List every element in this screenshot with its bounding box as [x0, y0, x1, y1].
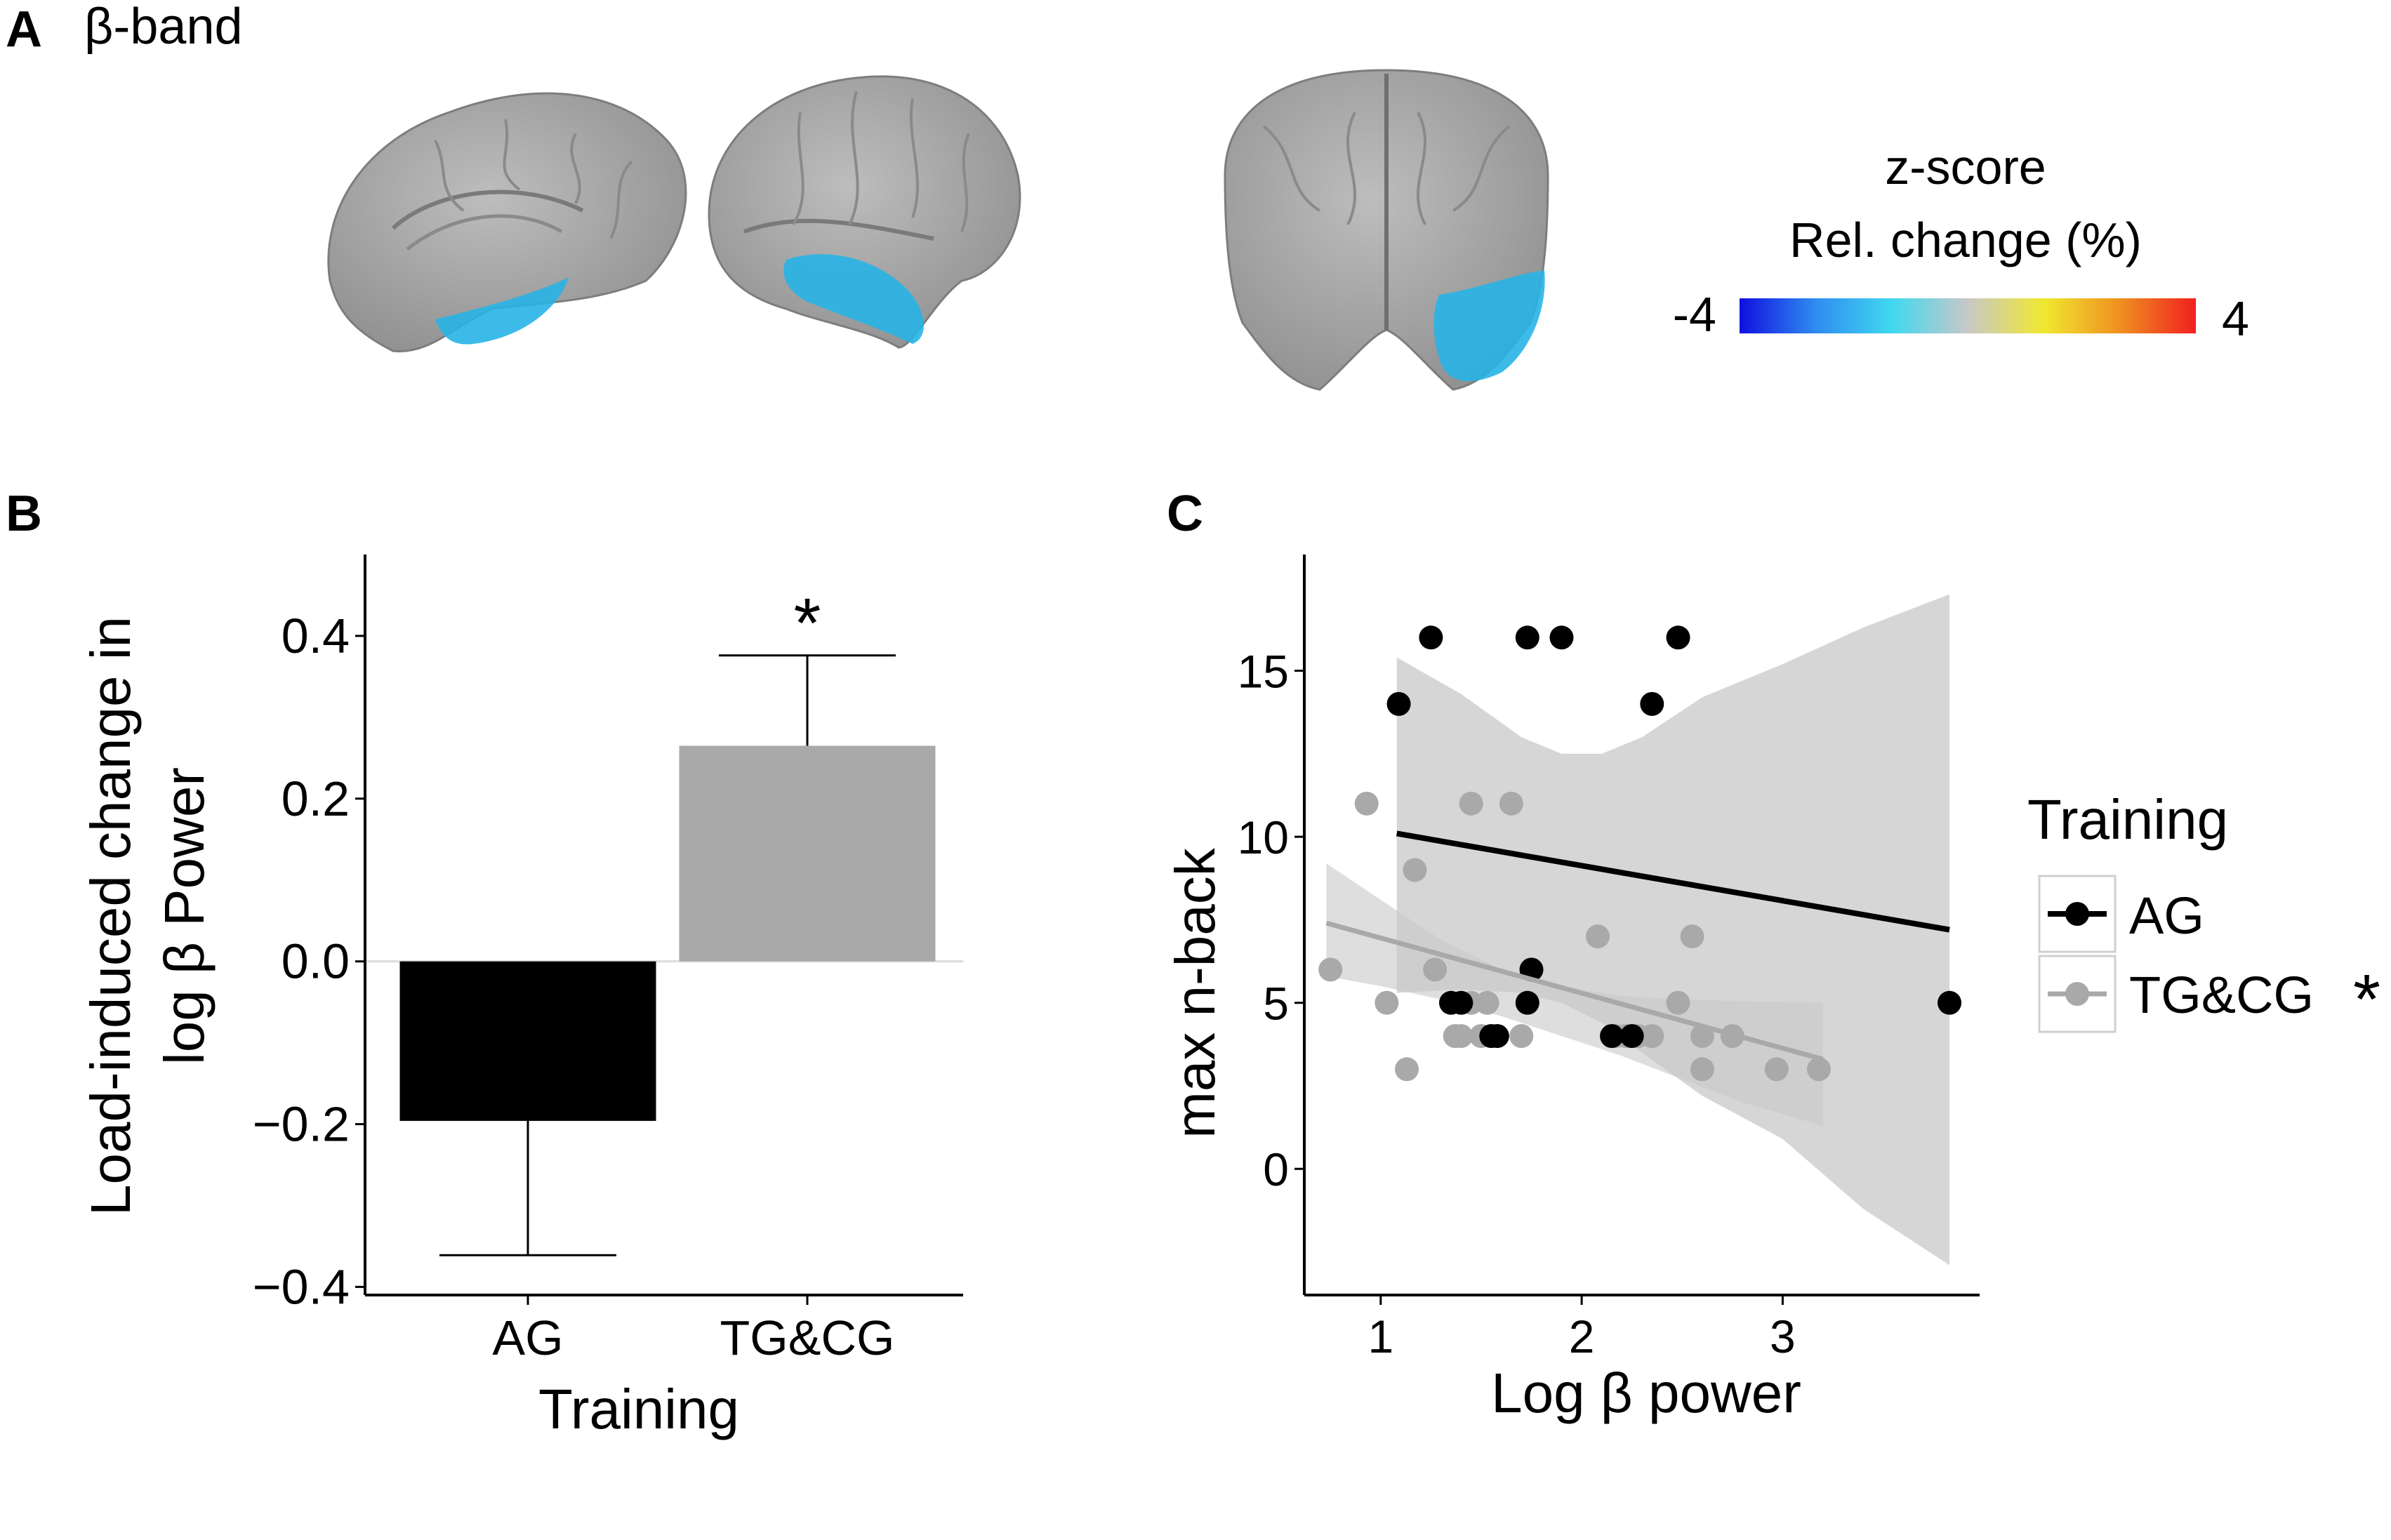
y-tick-label: 0.4	[282, 609, 350, 663]
brain-lateral-view	[708, 75, 1021, 349]
point-tgcg	[1499, 791, 1523, 816]
point-tgcg	[1318, 957, 1343, 982]
y-tick-label: 5	[1263, 978, 1289, 1030]
y-tick-label: 15	[1238, 646, 1289, 698]
c-ylabel: max n-back	[1164, 847, 1226, 1138]
point-ag	[1515, 625, 1539, 650]
panel-b: B Load-induced change in log β Power Tra…	[6, 486, 963, 1440]
point-tgcg	[1764, 1057, 1789, 1082]
point-tgcg	[1586, 924, 1610, 949]
point-tgcg	[1354, 791, 1379, 816]
y-tick-label: −0.4	[253, 1259, 350, 1314]
y-tick-label: 0.0	[282, 934, 350, 989]
legend-title: Training	[2027, 788, 2228, 851]
point-tgcg	[1403, 858, 1427, 882]
legend-key-point-ag	[2065, 902, 2089, 926]
x-tick-label: AG	[492, 1310, 563, 1365]
panel-c: C max n-back Log β power 0 5 10 15 1 2 3 Train…	[1164, 486, 2380, 1424]
point-tgcg	[1690, 1057, 1714, 1082]
activation-blob-frontal	[1433, 270, 1545, 382]
colorbar: z-score Rel. change (%) -4 4	[1673, 140, 2249, 346]
x-tick-label: 3	[1770, 1310, 1796, 1362]
legend-key-tgcg-box	[2038, 955, 2117, 1033]
scatter-chart: 0 5 10 15 1 2 3	[1238, 555, 1980, 1362]
significance-marker: *	[794, 584, 821, 663]
activation-blob-lateral	[783, 254, 925, 344]
point-ag	[1449, 990, 1473, 1015]
legend-significance-marker: *	[2353, 960, 2380, 1039]
point-tgcg	[1509, 1023, 1534, 1048]
colorbar-subtitle: Rel. change (%)	[1789, 213, 2142, 267]
fit-line-tgcg	[1325, 920, 1824, 1062]
point-ag	[1620, 1023, 1644, 1048]
point-tgcg	[1666, 990, 1690, 1015]
colorbar-max-label: 4	[2222, 291, 2249, 346]
x-tick-label: 1	[1367, 1310, 1393, 1362]
point-ag	[1938, 990, 1962, 1015]
bar-tgcg	[679, 745, 936, 962]
c-xlabel: Log β power	[1491, 1362, 1801, 1424]
legend-key-point-tgcg	[2065, 982, 2089, 1006]
x-tick-label: TG&CG	[720, 1310, 895, 1365]
y-tick-label: −0.2	[253, 1097, 350, 1152]
legend-key-ag-box	[2038, 875, 2117, 953]
legend-keys	[2048, 902, 2107, 1006]
point-tgcg	[1806, 1057, 1831, 1082]
point-ag	[1419, 625, 1443, 650]
panel-a-letter: A	[6, 1, 42, 58]
point-tgcg	[1449, 1023, 1473, 1048]
point-tgcg	[1459, 791, 1483, 816]
point-ag	[1485, 1023, 1509, 1048]
point-ag	[1386, 691, 1411, 716]
bar-chart: AG * TG&CG −0.4 −0.2 0.0 0.2 0.4	[253, 555, 963, 1365]
legend-label-tgcg: TG&CG	[2129, 966, 2314, 1024]
point-tgcg	[1423, 957, 1448, 982]
legend: Training AG TG&CG *	[2027, 788, 2380, 1039]
point-tgcg	[1475, 990, 1499, 1015]
y-tick-label: 0.2	[282, 771, 350, 826]
y-tick-label: 10	[1238, 811, 1289, 863]
b-ylabel-line1: Load-induced change in	[79, 616, 142, 1216]
point-ag	[1600, 1023, 1624, 1048]
panel-b-letter: B	[6, 486, 42, 542]
legend-label-ag: AG	[2129, 887, 2204, 945]
x-tick-label: 2	[1569, 1310, 1595, 1362]
fit-line-ag	[1396, 830, 1950, 933]
point-ag	[1666, 625, 1690, 650]
panel-a-title: β-band	[84, 0, 243, 55]
colorbar-gradient	[1740, 298, 2196, 333]
confidence-band-ag	[1396, 594, 1950, 1266]
b-xlabel: Training	[538, 1378, 739, 1440]
y-tick-label: 0	[1263, 1143, 1289, 1195]
point-tgcg	[1395, 1057, 1419, 1082]
bar-ag	[399, 961, 656, 1121]
colorbar-min-label: -4	[1673, 287, 1716, 342]
b-ylabel-line2: log β Power	[153, 767, 216, 1065]
brain-frontal-view	[1224, 69, 1549, 391]
activation-blob-medial	[435, 277, 569, 345]
point-tgcg	[1680, 924, 1704, 949]
colorbar-title: z-score	[1885, 140, 2046, 194]
point-ag	[1549, 625, 1574, 650]
panel-c-letter: C	[1167, 486, 1203, 542]
panel-a: A β-band z-score Rel. change (%)	[6, 0, 2249, 391]
point-tgcg	[1375, 990, 1399, 1015]
point-ag	[1640, 691, 1664, 716]
point-tgcg	[1640, 1023, 1664, 1048]
brain-medial-view	[327, 92, 687, 352]
point-ag	[1515, 990, 1539, 1015]
